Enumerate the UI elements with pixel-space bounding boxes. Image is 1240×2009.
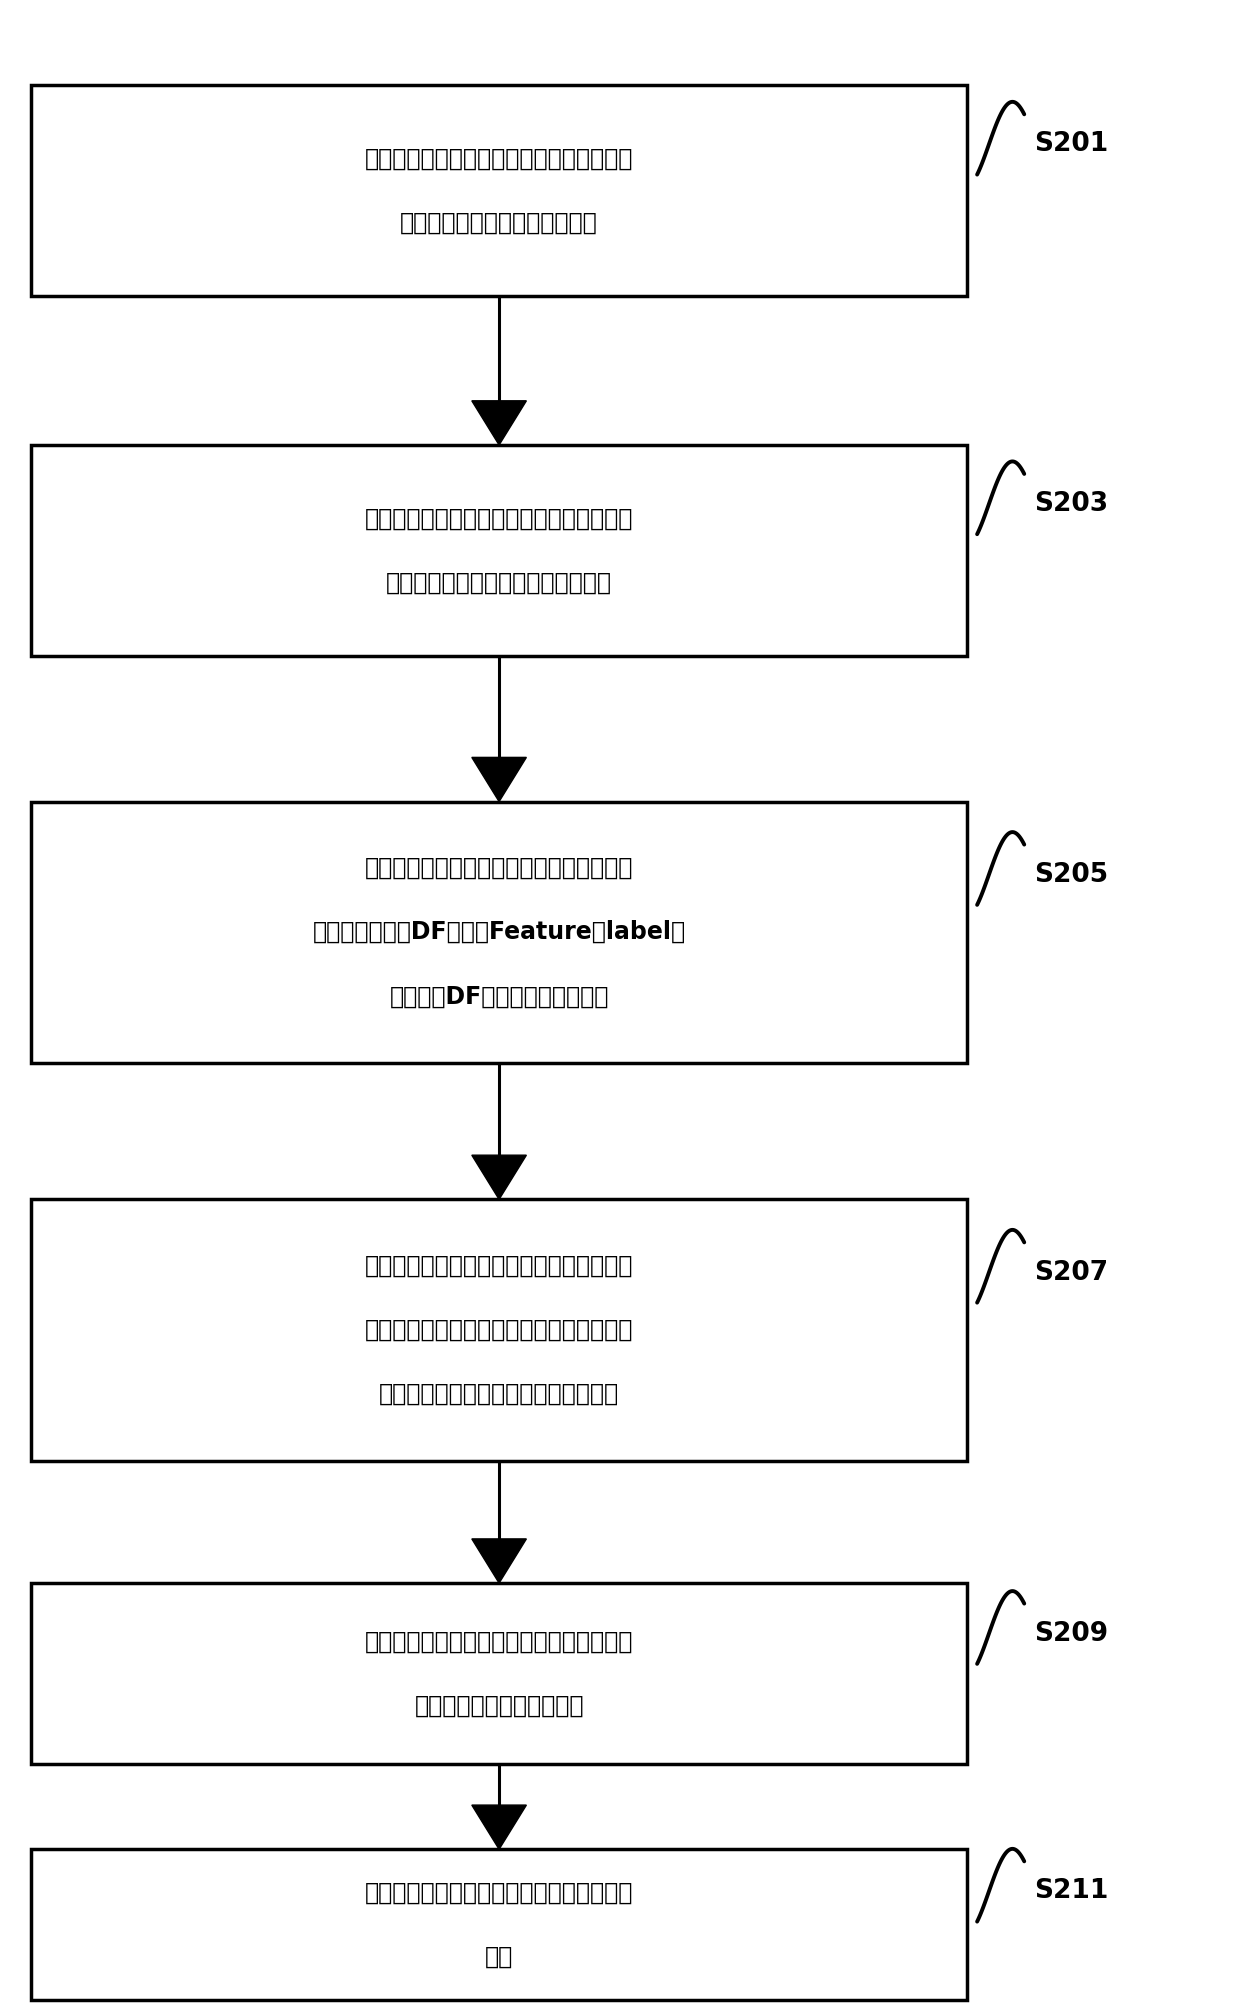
Polygon shape [471,1539,527,1583]
Text: 使用训练集来训练多个机器学习模型，使用: 使用训练集来训练多个机器学习模型，使用 [365,1254,634,1278]
Text: 内容不同于测试集并且容量大于测试集: 内容不同于测试集并且容量大于测试集 [379,1382,619,1406]
Text: 数据结构DF包含训练集和测试集: 数据结构DF包含训练集和测试集 [389,984,609,1009]
Text: 维矩阵数据结构DF，明确Feature和label，: 维矩阵数据结构DF，明确Feature和label， [312,920,686,944]
Polygon shape [471,1155,527,1199]
Text: ，包括日志文字内容和日志级别: ，包括日志文字内容和日志级别 [401,211,598,235]
Text: 对日志信息进行数字化处理，用数字表示日: 对日志信息进行数字化处理，用数字表示日 [365,506,634,530]
Text: 试精度最高的机器学习模型: 试精度最高的机器学习模型 [414,1694,584,1718]
Text: S209: S209 [1034,1621,1109,1647]
Bar [31,1199,967,1461]
Polygon shape [471,1804,527,1848]
Text: 测试集来测试多个机器学习模型，训练集的: 测试集来测试多个机器学习模型，训练集的 [365,1318,634,1342]
Text: S201: S201 [1034,131,1109,157]
Bar [31,1848,967,2001]
Text: S205: S205 [1034,862,1109,888]
Text: S207: S207 [1034,1260,1109,1286]
Bar [31,84,967,295]
Text: 使用所选择的机器学习模型来分析新产生的: 使用所选择的机器学习模型来分析新产生的 [365,1880,634,1905]
Polygon shape [471,402,527,446]
Text: 志内容以及日志级别，生成日志数据: 志内容以及日志级别，生成日志数据 [386,571,613,595]
Bar [31,1583,967,1764]
Bar [31,446,967,655]
Text: 收集既有日志并从既有日志中提取日志信息: 收集既有日志并从既有日志中提取日志信息 [365,147,634,171]
Text: 将日志数据重构为机器学习模型可处理的二: 将日志数据重构为机器学习模型可处理的二 [365,856,634,880]
Text: S211: S211 [1034,1878,1109,1905]
Text: 日志: 日志 [485,1945,513,1969]
Polygon shape [471,757,527,802]
Bar [31,802,967,1063]
Text: 从多个机器学习模型中根据测试结果选择测: 从多个机器学习模型中根据测试结果选择测 [365,1629,634,1653]
Text: S203: S203 [1034,490,1109,516]
